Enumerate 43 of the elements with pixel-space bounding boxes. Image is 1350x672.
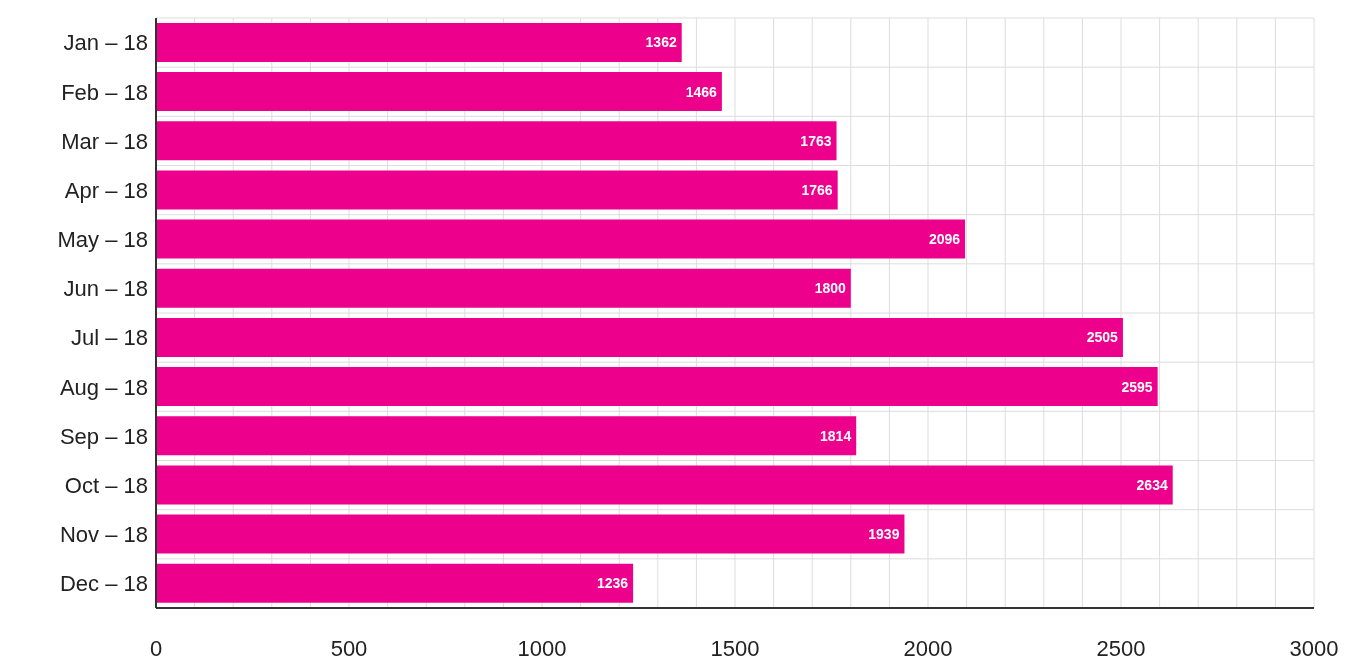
y-tick-label: Aug – 18 [59, 374, 148, 400]
y-tick-label: Apr – 18 [64, 177, 148, 203]
bar [156, 170, 838, 210]
x-tick-label: 2500 [1096, 635, 1146, 661]
bar [156, 219, 966, 259]
data-label: 2634 [1136, 476, 1168, 493]
data-label: 1763 [800, 132, 832, 149]
y-tick-label: Jul – 18 [70, 325, 148, 351]
x-tick-label: 0 [149, 635, 163, 661]
data-label: 1362 [645, 34, 677, 51]
x-tick-label: 2000 [903, 635, 953, 661]
bar [156, 317, 1123, 357]
bar [156, 416, 857, 456]
y-tick-label: Mar – 18 [61, 128, 148, 154]
data-label: 2505 [1086, 329, 1119, 346]
y-tick-label: Sep – 18 [59, 423, 148, 449]
data-label: 1814 [820, 427, 852, 444]
bar [156, 563, 634, 603]
y-tick-label: Jun – 18 [63, 276, 148, 302]
bar [156, 514, 905, 554]
y-tick-label: May – 18 [57, 227, 148, 253]
x-tick-label: 1500 [710, 635, 760, 661]
bar [156, 465, 1173, 505]
bar [156, 22, 682, 62]
y-tick-label: Nov – 18 [59, 522, 148, 548]
data-label: 2096 [928, 231, 961, 248]
bar [156, 121, 837, 161]
bar [156, 367, 1158, 407]
y-tick-label: Feb – 18 [61, 79, 148, 105]
data-label: 1236 [596, 575, 629, 592]
y-tick-label: Jan – 18 [63, 30, 148, 56]
y-tick-label: Oct – 18 [64, 472, 148, 498]
data-label: 1800 [814, 280, 846, 297]
x-tick-label: 3000 [1289, 635, 1339, 661]
data-label: 1466 [685, 83, 718, 100]
data-label: 1766 [801, 181, 833, 198]
x-tick-label: 1000 [517, 635, 567, 661]
y-tick-label: Dec – 18 [59, 571, 148, 597]
bar [156, 268, 851, 308]
data-label: 1939 [868, 526, 900, 543]
data-label: 2595 [1121, 378, 1153, 395]
bar [156, 72, 722, 112]
x-tick-label: 500 [330, 635, 368, 661]
